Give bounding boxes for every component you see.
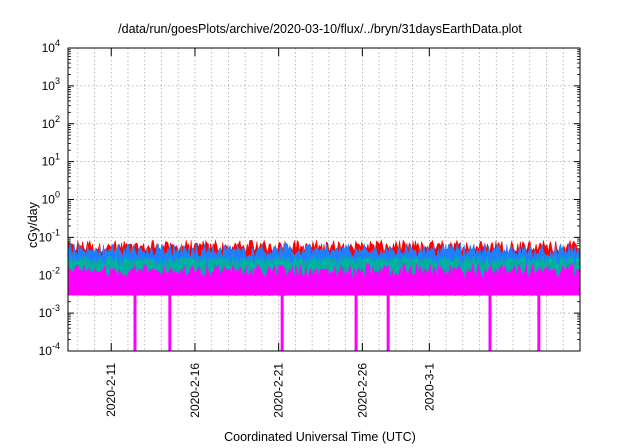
- y-tick-label: 102: [42, 114, 60, 131]
- x-axis-label: Coordinated Universal Time (UTC): [224, 430, 416, 444]
- y-tick-label: 10-3: [39, 303, 60, 320]
- x-tick-label: 2020-2-16: [188, 363, 202, 418]
- y-tick-label: 103: [42, 76, 60, 93]
- x-tick-label: 2020-2-26: [355, 363, 369, 418]
- x-tick-label: 2020-2-11: [104, 363, 118, 417]
- series-band-4: [68, 263, 580, 296]
- plot-frame: [67, 47, 581, 352]
- chart-title: /data/run/goesPlots/archive/2020-03-10/f…: [118, 22, 522, 36]
- y-tick-label: 10-2: [39, 265, 60, 282]
- x-tick-label: 2020-3-1: [422, 363, 436, 411]
- y-tick-label: 101: [42, 152, 60, 169]
- y-tick-label: 10-1: [39, 227, 60, 244]
- y-tick-label: 10-4: [39, 341, 60, 358]
- y-tick-label: 100: [42, 190, 60, 207]
- series-group: [68, 238, 580, 351]
- x-tick-label: 2020-2-21: [272, 363, 286, 418]
- y-tick-label: 104: [42, 38, 60, 55]
